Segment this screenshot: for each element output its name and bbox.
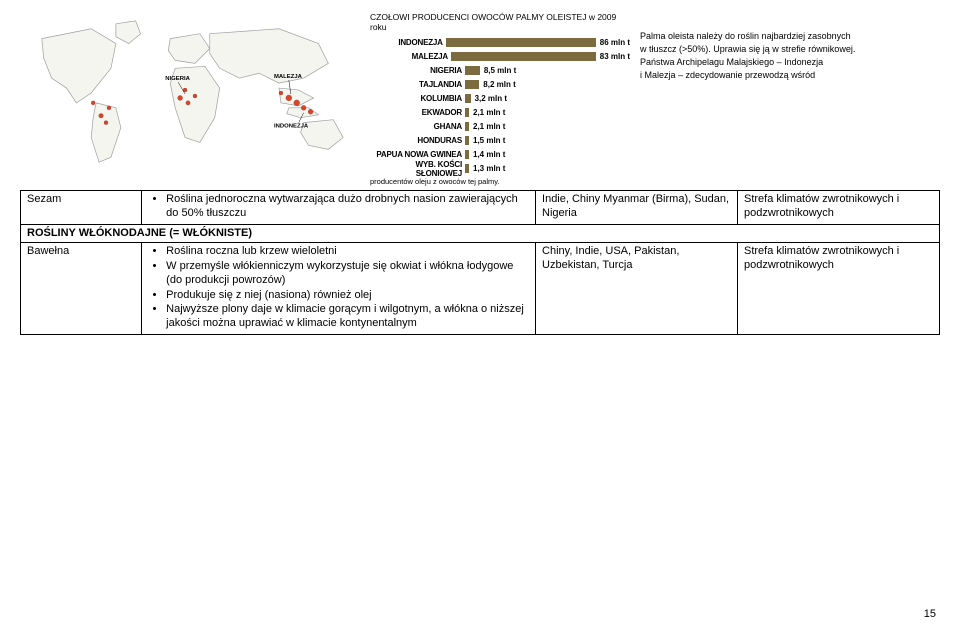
crop-climate: Strefa klimatów zwrotnikowych i podzwrot…: [737, 191, 939, 225]
chart-bar: [446, 38, 596, 47]
chart-row: TAJLANDIA 8,2 mln t: [370, 78, 630, 91]
chart-bar-value: 1,3 mln t: [473, 164, 505, 173]
chart-bar-value: 83 mln t: [600, 52, 630, 61]
world-map-svg: NIGERIA MALEZJA INDONEZJA: [21, 9, 359, 177]
list-item: Najwyższe plony daje w klimacie gorącym …: [166, 303, 529, 331]
chart-row: HONDURAS 1,5 mln t: [370, 134, 630, 147]
chart-bar-holder: 3,2 mln t: [465, 94, 630, 103]
chart-bar-holder: 2,1 mln t: [465, 122, 630, 131]
chart-bar-label: MALEZJA: [370, 52, 451, 61]
chart-bar-value: 1,4 mln t: [473, 150, 505, 159]
chart-row: GHANA 2,1 mln t: [370, 120, 630, 133]
chart-bar: [465, 66, 480, 75]
chart-bar: [465, 122, 469, 131]
chart-bar: [465, 108, 469, 117]
world-map: NIGERIA MALEZJA INDONEZJA: [20, 8, 360, 178]
chart-bar-value: 2,1 mln t: [473, 108, 505, 117]
chart-bar-label: KOLUMBIA: [370, 94, 465, 103]
chart-bar: [465, 150, 469, 159]
chart-bar: [465, 94, 471, 103]
crop-name: Sezam: [21, 191, 142, 225]
chart-bar-value: 3,2 mln t: [475, 94, 507, 103]
chart-row: WYB. KOŚCI SŁONIOWEJ 1,3 mln t: [370, 162, 630, 175]
chart-row: KOLUMBIA 3,2 mln t: [370, 92, 630, 105]
chart-bar-value: 8,2 mln t: [483, 80, 515, 89]
chart-bar-label: INDONEZJA: [370, 38, 446, 47]
side-line: Państwa Archipelagu Malajskiego – Indone…: [640, 56, 885, 68]
chart-bar-holder: 1,3 mln t: [465, 164, 630, 173]
chart-row: NIGERIA 8,5 mln t: [370, 64, 630, 77]
list-item: W przemyśle włókienniczym wykorzystuje s…: [166, 260, 529, 288]
chart-bar-label: HONDURAS: [370, 136, 465, 145]
crop-name: Bawełna: [21, 243, 142, 335]
chart-bar-label: WYB. KOŚCI SŁONIOWEJ: [370, 160, 465, 178]
chart-bar-holder: 8,5 mln t: [465, 66, 630, 75]
crops-table: Sezam Roślina jednoroczna wytwarzająca du…: [20, 190, 940, 335]
list-item: Produkuje się z niej (nasiona) również o…: [166, 289, 529, 303]
chart-row: EKWADOR 2,1 mln t: [370, 106, 630, 119]
chart-bar-value: 86 mln t: [600, 38, 630, 47]
list-item: Roślina roczna lub krzew wieloletni: [166, 245, 529, 259]
chart-row: MALEZJA 83 mln t: [370, 50, 630, 63]
chart-bar: [451, 52, 596, 61]
chart-bar-value: 2,1 mln t: [473, 122, 505, 131]
chart-bar-value: 1,5 mln t: [473, 136, 505, 145]
side-line: Palma oleista należy do roślin najbardzi…: [640, 30, 885, 42]
crop-description: Roślina jednoroczna wytwarzająca dużo dr…: [142, 191, 536, 225]
crop-countries: Chiny, Indie, USA, Pakistan, Uzbekistan,…: [536, 243, 738, 335]
chart-row: INDONEZJA 86 mln t: [370, 36, 630, 49]
list-item: Roślina jednoroczna wytwarzająca dużo dr…: [166, 193, 529, 221]
chart-bar-holder: 83 mln t: [451, 52, 630, 61]
crop-climate: Strefa klimatów zwrotnikowych i podzwrot…: [737, 243, 939, 335]
map-label-malezja: MALEZJA: [274, 74, 303, 80]
producers-chart: CZOŁOWI PRODUCENCI OWOCÓW PALMY OLEISTEJ…: [370, 8, 630, 186]
table-row: BawełnaRoślina roczna lub krzew wielolet…: [21, 243, 940, 335]
crop-countries: Indie, Chiny Myanmar (Birma), Sudan, Nig…: [536, 191, 738, 225]
crop-description: Roślina roczna lub krzew wieloletniW prz…: [142, 243, 536, 335]
chart-bar-label: GHANA: [370, 122, 465, 131]
table-row: ROŚLINY WŁÓKNODAJNE (= WŁÓKNISTE): [21, 224, 940, 243]
section-header: ROŚLINY WŁÓKNODAJNE (= WŁÓKNISTE): [21, 224, 940, 243]
chart-footer: producentów oleju z owoców tej palmy.: [370, 177, 630, 186]
top-figures: NIGERIA MALEZJA INDONEZJA CZOŁOWI PRODUC…: [20, 8, 940, 186]
chart-bar: [465, 80, 479, 89]
chart-bar-holder: 86 mln t: [446, 38, 630, 47]
chart-bar: [465, 136, 469, 145]
chart-bar-holder: 1,5 mln t: [465, 136, 630, 145]
chart-bar-holder: 2,1 mln t: [465, 108, 630, 117]
chart-bar-label: PAPUA NOWA GWINEA: [370, 150, 465, 159]
chart-bar: [465, 164, 469, 173]
chart-bar-label: EKWADOR: [370, 108, 465, 117]
chart-rows: INDONEZJA 86 mln t MALEZJA 83 mln t NIGERIA 8…: [370, 36, 630, 175]
chart-bar-holder: 8,2 mln t: [465, 80, 630, 89]
map-label-indonezja: INDONEZJA: [274, 124, 309, 130]
side-description: Palma oleista należy do roślin najbardzi…: [640, 8, 885, 186]
chart-bar-holder: 1,4 mln t: [465, 150, 630, 159]
chart-title: CZOŁOWI PRODUCENCI OWOCÓW PALMY OLEISTEJ…: [370, 12, 630, 32]
chart-bar-label: TAJLANDIA: [370, 80, 465, 89]
table-row: Sezam Roślina jednoroczna wytwarzająca du…: [21, 191, 940, 225]
chart-bar-value: 8,5 mln t: [484, 66, 516, 75]
chart-bar-label: NIGERIA: [370, 66, 465, 75]
map-label-nigeria: NIGERIA: [165, 76, 190, 82]
side-line: i Malezja – zdecydowanie przewodzą wśród: [640, 69, 885, 81]
side-line: w tłuszcz (>50%). Uprawia się ją w stref…: [640, 43, 885, 55]
page-number: 15: [924, 608, 936, 620]
